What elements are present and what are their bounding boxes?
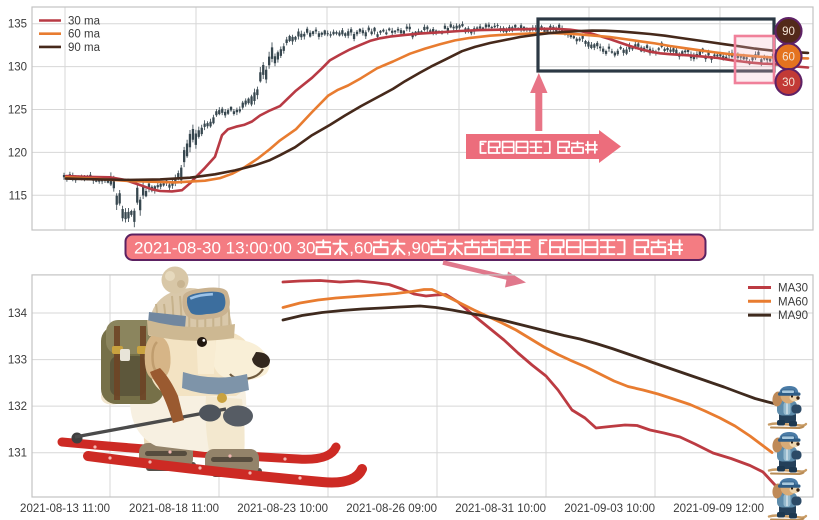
svg-text:130: 130 <box>8 62 27 74</box>
svg-text:60 ma: 60 ma <box>68 29 101 41</box>
svg-text:MA30: MA30 <box>778 283 808 295</box>
svg-text:60: 60 <box>782 52 795 64</box>
svg-text:131: 131 <box>8 448 27 460</box>
svg-text:2021-08-13 11:00: 2021-08-13 11:00 <box>20 503 110 515</box>
svg-text:90: 90 <box>782 26 795 38</box>
svg-text:134: 134 <box>8 308 28 320</box>
svg-text:2021-08-30 13:00:00 30: 2021-08-30 13:00:00 30 <box>134 239 316 258</box>
svg-text:MA90: MA90 <box>778 310 808 322</box>
svg-text:120: 120 <box>8 147 27 159</box>
svg-text:132: 132 <box>8 401 27 413</box>
svg-text:2021-09-09 12:00: 2021-09-09 12:00 <box>673 503 764 515</box>
svg-text:135: 135 <box>8 19 27 31</box>
svg-text:90 ma: 90 ma <box>68 42 101 54</box>
svg-text:2021-09-03 10:00: 2021-09-03 10:00 <box>564 503 655 515</box>
svg-text:30 ma: 30 ma <box>68 16 101 28</box>
svg-text:,: , <box>349 239 354 258</box>
svg-text:2021-08-26 09:00: 2021-08-26 09:00 <box>346 503 437 515</box>
svg-text:133: 133 <box>8 355 27 367</box>
svg-text:60: 60 <box>354 239 373 258</box>
svg-text:30: 30 <box>782 77 795 89</box>
svg-text:2021-08-18 11:00: 2021-08-18 11:00 <box>129 503 219 515</box>
svg-text:MA60: MA60 <box>778 296 808 308</box>
svg-text:115: 115 <box>9 190 27 202</box>
svg-text:125: 125 <box>8 105 27 117</box>
svg-text:,: , <box>407 239 412 258</box>
svg-text:2021-08-31 10:00: 2021-08-31 10:00 <box>455 503 546 515</box>
svg-text:2021-08-23 10:00: 2021-08-23 10:00 <box>237 503 328 515</box>
svg-text:90: 90 <box>412 239 431 258</box>
